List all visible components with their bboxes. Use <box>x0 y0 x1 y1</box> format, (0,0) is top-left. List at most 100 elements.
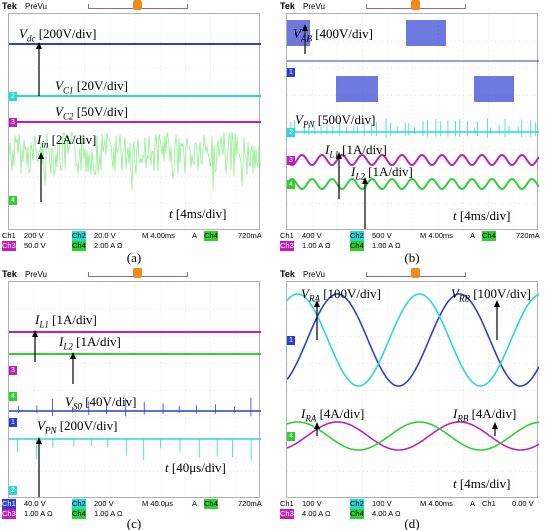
ch1-label: Ch1 <box>2 231 16 240</box>
il1-label: IL1 [1A/div] <box>35 312 97 330</box>
prevu-label: PreVu <box>303 2 325 11</box>
ch4-label: Ch4 <box>350 509 364 519</box>
trigger-source: Ch4 <box>204 231 218 241</box>
vc2-label: VC2 [50V/div] <box>55 104 128 122</box>
channel-4-marker[interactable]: 4 <box>9 196 17 205</box>
panel-caption: (c) <box>126 516 142 530</box>
trigger-marker-icon[interactable] <box>411 268 420 278</box>
scope-topbar: Tek PreVu <box>278 0 546 13</box>
ch3-label: Ch3 <box>2 241 16 251</box>
channel-4-marker[interactable]: 4 <box>9 392 17 401</box>
scope-status-bar: Ch1 200 V Ch2 20.0 V M 4.00ms A Ch4 720m… <box>0 231 268 251</box>
graticule-grid <box>9 282 261 499</box>
trigger-marker-icon[interactable] <box>411 0 420 10</box>
vra-trace <box>287 293 539 387</box>
graticule-grid <box>287 282 539 499</box>
trigger-level: 720mA <box>238 499 262 508</box>
scope-screen: IL1 [1A/div] IL2 [1A/div] VS0 [40V/div] … <box>8 281 261 499</box>
timebase: M 4.00ms <box>420 499 453 508</box>
vpn-label: VPN [500V/div] <box>295 112 376 130</box>
ch2-label: Ch2 <box>72 231 86 241</box>
timebase: M 40.0μs <box>142 499 173 508</box>
ch1-scale: 400 V <box>302 231 322 240</box>
ira-label: IRA [4A/div] <box>301 406 365 424</box>
ch2-label: Ch2 <box>350 231 364 241</box>
vdc-label: Vdc [200V/div] <box>19 26 97 44</box>
ch2-scale: 20.0 V <box>94 231 116 240</box>
ch3-scale: 1.00 A Ω <box>302 241 331 250</box>
vab-label: VAB [400V/div] <box>293 26 373 44</box>
trigger-level: 0.00 V <box>512 499 534 508</box>
scope-status-bar: Ch1 100 V Ch2 100 V M 4.00ms A Ch1 0.00 … <box>278 499 546 519</box>
channel-4-marker[interactable]: 4 <box>287 180 295 189</box>
waveform-display <box>9 14 261 231</box>
trigger-source: Ch1 <box>482 499 496 508</box>
channel-1-marker[interactable]: 1 <box>287 68 295 77</box>
panel-caption: (b) <box>404 250 420 265</box>
ch2-scale: 500 V <box>372 231 392 240</box>
ch2-label: Ch2 <box>350 499 364 509</box>
scope-screen: VAB [400V/div] VPN [500V/div] IL1 [1A/di… <box>286 13 539 231</box>
channel-2-marker[interactable]: 2 <box>9 92 17 101</box>
trigger-mode: A <box>192 499 198 508</box>
channel-3-marker[interactable]: 3 <box>9 118 17 127</box>
channel-4-marker[interactable]: 4 <box>287 432 295 441</box>
channel-2-marker[interactable]: 2 <box>9 486 17 495</box>
channel-1-marker[interactable]: 1 <box>9 418 17 427</box>
scope-screen: Vdc [200V/div] VC1 [20V/div] VC2 [50V/di… <box>8 13 261 231</box>
channel-3-marker[interactable]: 3 <box>9 366 17 375</box>
ch3-scale: 1.00 A Ω <box>24 509 53 518</box>
il2-label: IL2 [1A/div] <box>351 164 413 182</box>
prevu-label: PreVu <box>25 2 47 11</box>
panel-caption: (a) <box>126 250 142 265</box>
irb-trace <box>287 421 539 451</box>
channel-3-marker[interactable]: 3 <box>287 156 295 165</box>
vab-trace <box>287 20 539 102</box>
ch1-scale: 40.0 V <box>24 499 46 508</box>
tek-logo: Tek <box>280 269 295 279</box>
trigger-level: 720mA <box>238 231 262 240</box>
ch3-label: Ch3 <box>280 241 294 251</box>
vrb-trace <box>287 293 539 387</box>
vc1-label: VC1 [20V/div] <box>55 78 128 96</box>
vpn-trace <box>9 438 261 461</box>
irb-label: IRB [4A/div] <box>453 406 517 424</box>
trigger-mode: A <box>470 231 476 240</box>
iin-label: Iin [2A/div] <box>37 132 97 150</box>
scope-topbar: Tek PreVu <box>278 268 546 281</box>
vs0-label: VS0 [40V/div] <box>65 394 137 412</box>
ira-trace <box>287 421 539 451</box>
il1-trace <box>287 153 539 167</box>
iin-trace <box>9 131 261 190</box>
ch2-label: Ch2 <box>72 499 86 509</box>
scope-status-bar: Ch1 40.0 V Ch2 200 V M 40.0μs A Ch4 720m… <box>0 499 268 519</box>
channel-2-marker[interactable]: 2 <box>287 128 295 137</box>
trigger-marker-icon[interactable] <box>133 0 142 10</box>
ch4-scale: 4.00 A Ω <box>372 509 401 518</box>
ch4-label: Ch4 <box>72 509 86 519</box>
time-scale-label: t [4ms/div] <box>453 208 511 223</box>
timebase: M 4.00ms <box>142 231 175 240</box>
il2-label: IL2 [1A/div] <box>59 334 121 352</box>
panel-caption: (d) <box>404 516 420 530</box>
channel-1-marker[interactable]: 1 <box>287 336 295 345</box>
ch2-scale: 200 V <box>94 499 114 508</box>
ch1-label: Ch1 <box>280 231 294 240</box>
vpn-label: VPN [200V/div] <box>37 418 118 436</box>
ch3-scale: 50.0 V <box>24 241 46 250</box>
ch4-label: Ch4 <box>72 241 86 251</box>
time-scale-label: t [4ms/div] <box>453 476 511 491</box>
ch1-scale: 200 V <box>24 231 44 240</box>
ch4-scale: 2.00 A Ω <box>94 241 123 250</box>
time-scale-label: t [4ms/div] <box>169 206 227 221</box>
il2-trace <box>287 177 539 191</box>
prevu-label: PreVu <box>303 270 325 279</box>
trigger-source: Ch4 <box>482 231 496 241</box>
ch3-label: Ch3 <box>280 509 294 519</box>
trigger-marker-icon[interactable] <box>133 268 142 278</box>
trigger-mode: A <box>192 231 198 240</box>
ch1-scale: 100 V <box>302 499 322 508</box>
tek-logo: Tek <box>2 1 17 11</box>
ch4-scale: 1.00 A Ω <box>94 509 123 518</box>
timebase: M 4.00ms <box>420 231 453 240</box>
